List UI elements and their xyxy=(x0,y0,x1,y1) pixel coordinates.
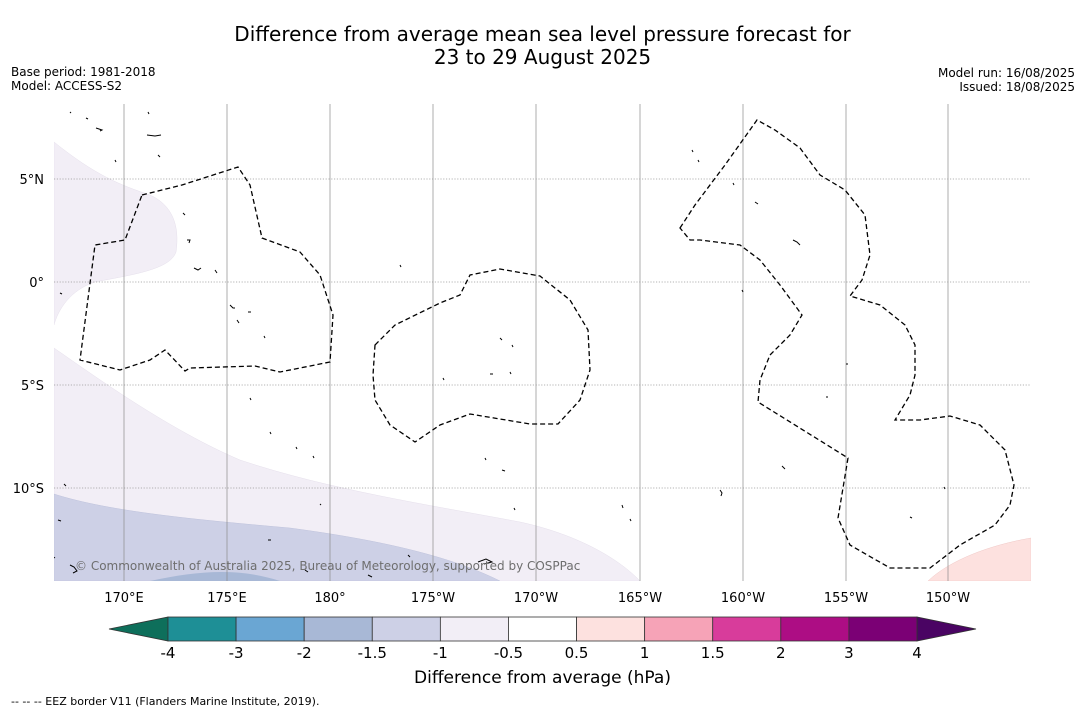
colorbar-tick-label: -1.5 xyxy=(358,644,387,662)
colorbar-segment xyxy=(439,616,509,642)
lon-label-150w: 150°W xyxy=(926,591,970,606)
meta-right: Model run: 16/08/2025 Issued: 18/08/2025 xyxy=(938,66,1075,94)
meta-left: Base period: 1981-2018 Model: ACCESS-S2 xyxy=(11,65,156,93)
colorbar-under-arrow xyxy=(108,616,169,642)
meridians xyxy=(123,104,949,581)
colorbar-segment xyxy=(848,616,918,642)
eez-legend-note: -- -- -- EEZ border V11 (Flanders Marine… xyxy=(11,695,320,708)
island-outlines xyxy=(54,111,946,578)
model-run: Model run: 16/08/2025 xyxy=(937,66,1075,80)
colorbar-segment xyxy=(371,616,441,642)
colorbar-over-arrow xyxy=(916,616,977,642)
lat-label-5s: 5°S xyxy=(21,379,44,394)
colorbar-tick-label: -0.5 xyxy=(494,644,523,662)
lon-axis: 170°E 175°E 180° 175°W 170°W 165°W 160°W… xyxy=(104,591,970,606)
colorbar-tick-label: -1 xyxy=(433,644,448,662)
lon-label-175e: 175°E xyxy=(207,591,247,606)
lon-label-155w: 155°W xyxy=(824,591,868,606)
eez-borders xyxy=(79,119,1015,569)
lat-axis: 5°N 0° 5°S 10°S xyxy=(13,173,44,497)
colorbar-segment xyxy=(303,616,373,642)
colorbar-tick-label: 3 xyxy=(844,644,854,662)
colorbar-tick-label: -2 xyxy=(297,644,312,662)
colorbar: -4 -3 -2 -1.5 -1 -0.5 0.5 1 1.5 2 3 4 xyxy=(108,616,977,662)
map-title-line-2: 23 to 29 August 2025 xyxy=(433,45,652,69)
lon-label-160w: 160°W xyxy=(721,591,765,606)
shading-southeast-positive xyxy=(927,537,1031,581)
colorbar-title: Difference from average (hPa) xyxy=(414,668,671,688)
colorbar-tick-label: -4 xyxy=(161,644,176,662)
colorbar-segment xyxy=(508,616,577,642)
colorbar-segment xyxy=(235,616,305,642)
lon-label-175w: 175°W xyxy=(411,591,455,606)
colorbar-tick-label: -3 xyxy=(229,644,244,662)
map-panel: © Commonwealth of Australia 2025, Bureau… xyxy=(54,104,1031,581)
colorbar-segment xyxy=(167,616,237,642)
model-name: Model: ACCESS-S2 xyxy=(11,79,123,93)
colorbar-tick-label: 1 xyxy=(640,644,650,662)
colorbar-tick-label: 2 xyxy=(776,644,786,662)
colorbar-tick-label: 0.5 xyxy=(565,644,589,662)
issued-date: Issued: 18/08/2025 xyxy=(959,80,1075,94)
eez-kiribati-phoenix xyxy=(372,268,591,443)
colorbar-tick-label: 1.5 xyxy=(701,644,725,662)
colorbar-segment xyxy=(780,616,850,642)
lon-label-170e: 170°E xyxy=(104,591,144,606)
graticule xyxy=(54,178,1031,489)
colorbar-segment xyxy=(712,616,782,642)
map-title-line-1: Difference from average mean sea level p… xyxy=(234,22,851,46)
lat-label-5n: 5°N xyxy=(20,173,45,188)
shading-southwest-medium xyxy=(54,493,501,581)
lon-label-170w: 170°W xyxy=(514,591,558,606)
base-period: Base period: 1981-2018 xyxy=(11,65,156,79)
shading-west-lobe xyxy=(54,141,178,326)
colorbar-tick-label: 4 xyxy=(912,644,922,662)
lon-label-165w: 165°W xyxy=(618,591,662,606)
colorbar-segment xyxy=(576,616,646,642)
eez-kiribati-gilbert xyxy=(79,166,334,373)
colorbar-segment xyxy=(644,616,714,642)
lat-label-10s: 10°S xyxy=(13,482,44,497)
lat-label-0: 0° xyxy=(29,276,44,291)
copyright-notice: © Commonwealth of Australia 2025, Bureau… xyxy=(75,559,580,573)
shading-southwest-strong xyxy=(150,571,280,581)
eez-kiribati-line-islands xyxy=(679,119,1015,569)
lon-label-180: 180° xyxy=(314,591,345,606)
